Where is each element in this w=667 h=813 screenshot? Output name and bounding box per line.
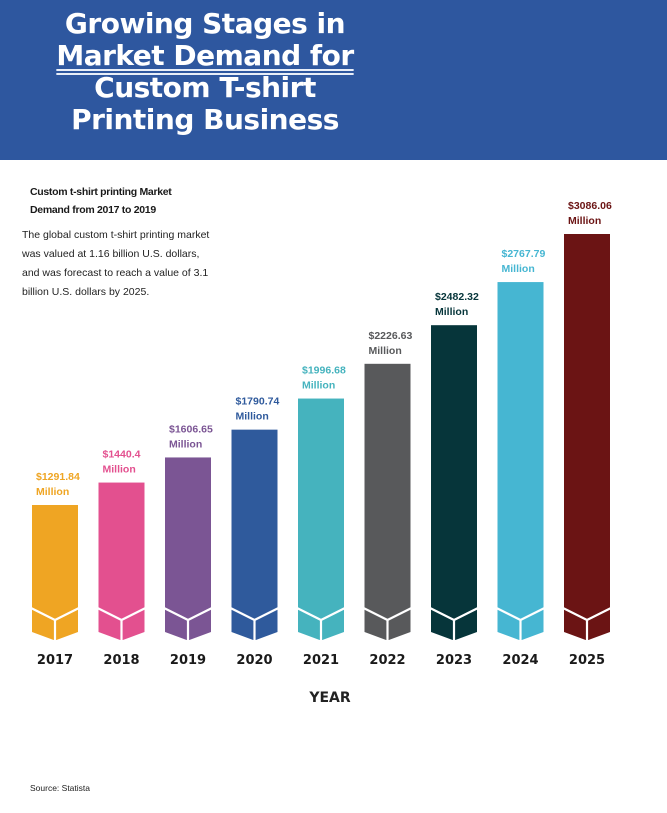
value-label: $3086.06 xyxy=(568,200,612,212)
unit-label: Million xyxy=(369,345,402,357)
bar-notch xyxy=(32,632,78,641)
value-label: $2226.63 xyxy=(369,330,413,342)
bar-group-2025: $3086.06 Million 2025 xyxy=(562,200,612,668)
bar xyxy=(364,363,411,640)
bar-group-2022: $2226.63 Million 2022 xyxy=(363,330,413,668)
category-label: 2019 xyxy=(170,653,206,668)
bar-notch xyxy=(431,632,477,641)
unit-label: Million xyxy=(103,464,136,476)
category-label: 2020 xyxy=(236,653,272,668)
category-label: 2022 xyxy=(369,653,405,668)
bar-notch xyxy=(165,632,211,641)
unit-label: Million xyxy=(169,438,202,450)
bar-group-2018: $1440.4 Million 2018 xyxy=(97,449,146,668)
bar-group-2020: $1790.74 Million 2020 xyxy=(230,396,280,668)
bar-group-2019: $1606.65 Million 2019 xyxy=(163,423,213,668)
value-label: $1440.4 xyxy=(103,449,141,461)
bar-group-2017: $1291.84 Million 2017 xyxy=(30,471,80,668)
x-axis-title: YEAR xyxy=(308,690,351,706)
bar-notch xyxy=(364,632,411,641)
title-line-3: Custom T-shirt xyxy=(94,71,316,104)
value-label: $1996.68 xyxy=(302,365,346,377)
title-line-2: Market Demand for xyxy=(56,39,354,72)
value-label: $2767.79 xyxy=(502,248,546,260)
category-label: 2024 xyxy=(502,653,538,668)
title-line-4: Printing Business xyxy=(71,103,339,136)
page-title: Growing Stages in Market Demand for Cust… xyxy=(40,8,370,136)
category-label: 2018 xyxy=(103,653,139,668)
bar xyxy=(231,429,278,640)
intro-text: The global custom t-shirt printing marke… xyxy=(22,229,210,298)
bar-notch xyxy=(497,632,544,641)
unit-label: Million xyxy=(236,411,269,423)
bar-notch xyxy=(298,632,344,641)
bar xyxy=(497,282,544,640)
bar xyxy=(298,398,344,640)
unit-label: Million xyxy=(302,380,335,392)
value-label: $1606.65 xyxy=(169,423,213,435)
bar-notch xyxy=(231,632,278,641)
unit-label: Million xyxy=(435,306,468,318)
bar xyxy=(32,505,78,640)
category-label: 2017 xyxy=(37,653,73,668)
bar-group-2021: $1996.68 Million 2021 xyxy=(296,365,346,668)
bar-notch xyxy=(98,632,145,641)
title-line-1: Growing Stages in xyxy=(64,7,346,40)
header-banner: Growing Stages in Market Demand for Cust… xyxy=(0,0,667,160)
unit-label: Million xyxy=(36,486,69,498)
value-label: $1291.84 xyxy=(36,471,80,483)
category-label: 2021 xyxy=(303,653,339,668)
bar xyxy=(165,457,211,640)
unit-label: Million xyxy=(502,263,535,275)
bar xyxy=(431,325,477,640)
unit-label: Million xyxy=(568,215,601,227)
value-label: $2482.32 xyxy=(435,291,479,303)
category-label: 2025 xyxy=(569,653,605,668)
source-note: Source: Statista xyxy=(30,783,91,793)
intro-heading: Custom t-shirt printing Market Demand fr… xyxy=(30,186,172,216)
bar xyxy=(98,482,145,640)
category-label: 2023 xyxy=(436,653,472,668)
bar-group-2023: $2482.32 Million 2023 xyxy=(429,291,479,668)
bar xyxy=(564,234,610,640)
bar-group-2024: $2767.79 Million 2024 xyxy=(496,248,546,668)
bar-notch xyxy=(564,632,610,641)
value-label: $1790.74 xyxy=(236,396,280,408)
